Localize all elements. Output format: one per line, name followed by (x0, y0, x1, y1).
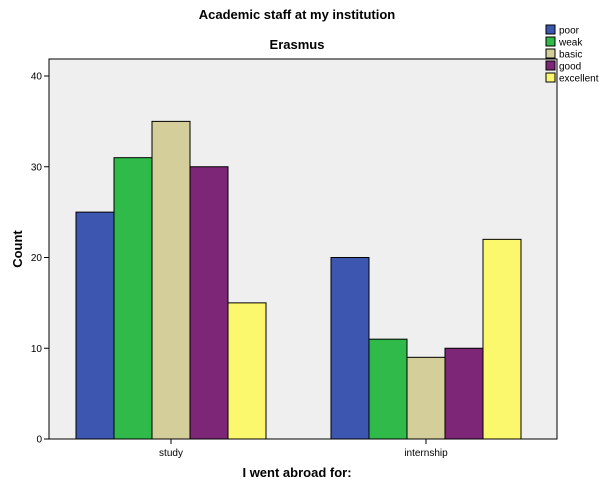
y-tick-label: 10 (31, 344, 43, 355)
y-tick-label: 0 (36, 435, 42, 446)
chart-title: Academic staff at my institution (199, 7, 396, 22)
bar-weak-internship (368, 338, 408, 440)
legend-swatch-basic (545, 48, 556, 59)
bar-basic-study (151, 120, 191, 440)
y-axis-title: Count (10, 230, 25, 268)
x-axis-title: I went abroad for: (242, 465, 351, 480)
x-axis: study internship (159, 439, 448, 459)
bar-poor-study (75, 211, 115, 440)
y-tick-label: 30 (31, 162, 43, 173)
legend-label-excellent: excellent (559, 74, 599, 85)
y-axis: 0 10 20 30 40 (31, 72, 49, 446)
legend-swatch-poor (545, 24, 556, 35)
bar-basic-internship (406, 356, 446, 440)
legend-label-weak: weak (558, 38, 583, 49)
x-tick-label: internship (404, 448, 448, 459)
y-tick-label: 40 (31, 72, 43, 83)
bars (75, 120, 522, 440)
legend-label-poor: poor (559, 26, 580, 37)
bar-excellent-internship (482, 238, 522, 440)
bar-poor-internship (330, 257, 370, 440)
legend-label-basic: basic (559, 50, 582, 61)
legend-swatch-good (545, 60, 556, 71)
legend-swatch-excellent (545, 72, 556, 83)
bar-weak-study (113, 157, 153, 440)
x-tick-label: study (159, 448, 183, 459)
legend-swatch-weak (545, 36, 556, 47)
bar-good-internship (444, 347, 484, 440)
legend-label-good: good (559, 62, 581, 73)
chart-subtitle: Erasmus (270, 37, 325, 52)
y-tick-label: 20 (31, 253, 43, 264)
bar-good-study (189, 166, 229, 440)
bar-excellent-study (227, 302, 267, 440)
